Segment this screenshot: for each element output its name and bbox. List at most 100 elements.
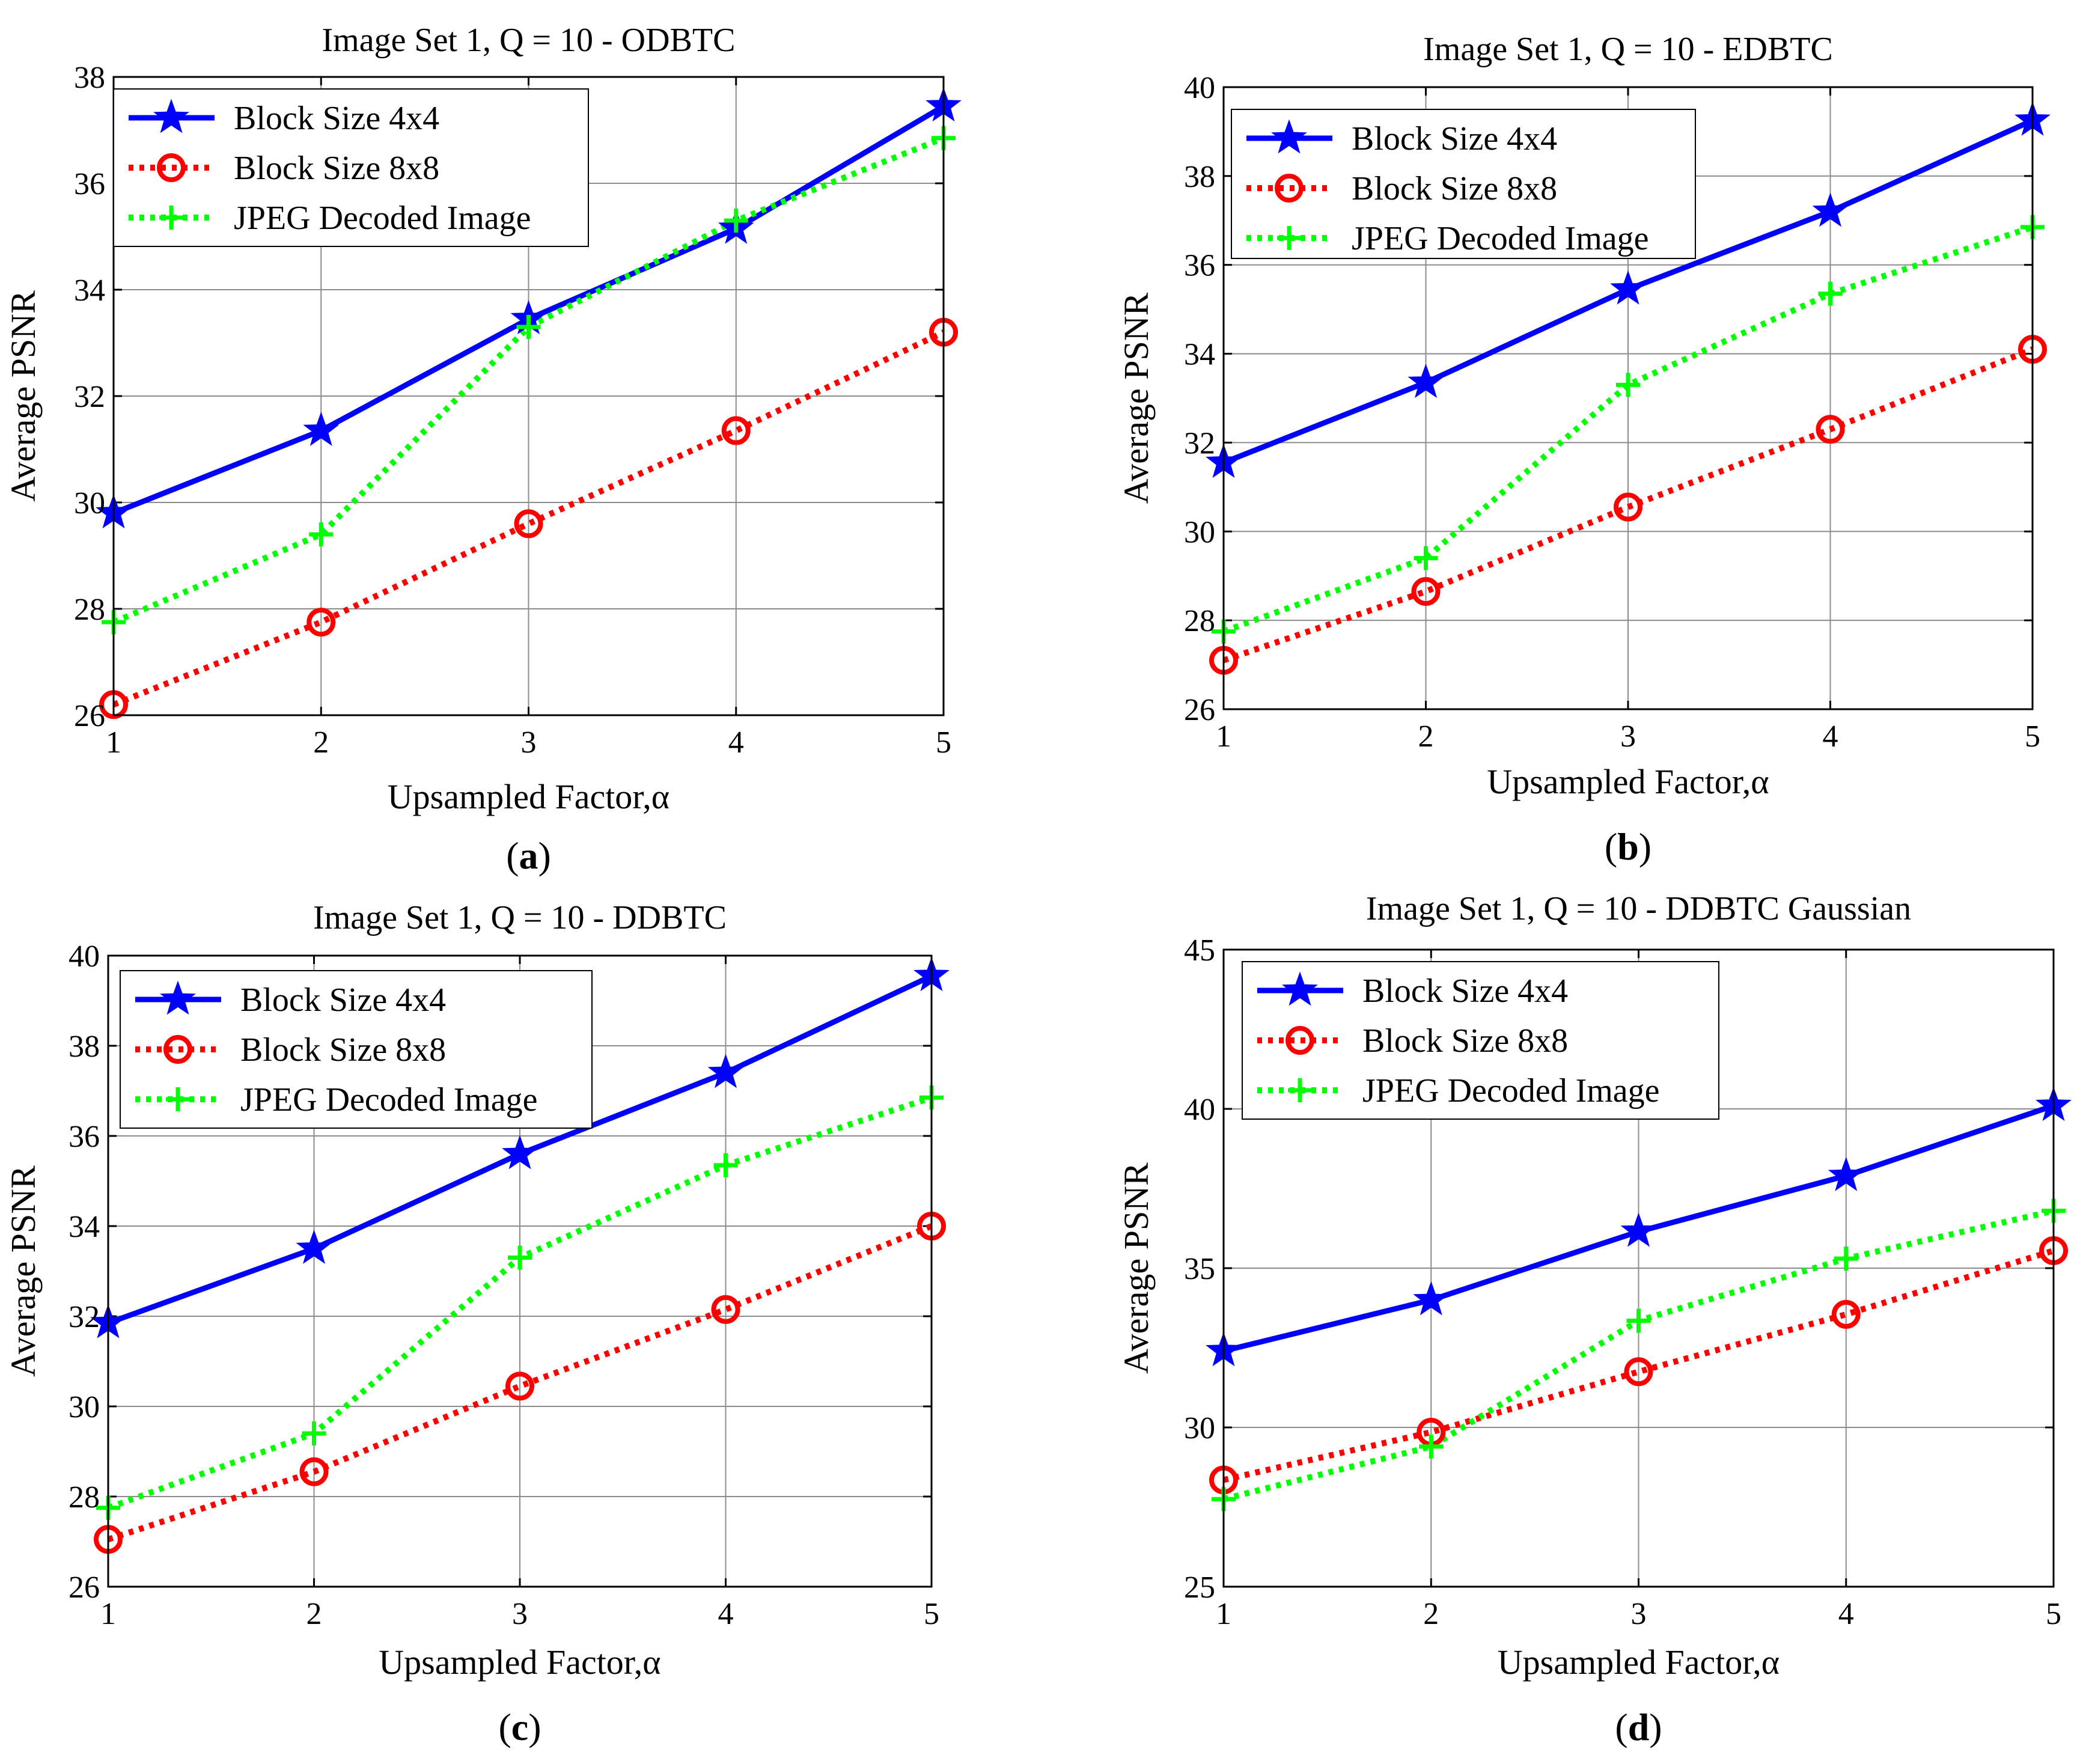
x-tick-label: 5 — [936, 725, 951, 760]
chart-title: Image Set 1, Q = 10 - DDBTC Gaussian — [1366, 890, 1911, 927]
caption-letter: c — [511, 1706, 528, 1748]
data-point — [1624, 1357, 1653, 1387]
data-point — [1812, 192, 1849, 227]
chart-title: Image Set 1, Q = 10 - DDBTC — [313, 899, 727, 936]
legend-label: JPEG Decoded Image — [1352, 220, 1649, 257]
axes-frame — [1222, 948, 2055, 1588]
y-tick-label: 36 — [69, 1120, 100, 1154]
chart-title: Image Set 1, Q = 10 - ODBTC — [322, 22, 736, 59]
y-tick-label: 30 — [74, 486, 105, 520]
data-point — [1818, 281, 1843, 306]
legend-swatch-marker — [153, 99, 189, 133]
legend-swatch-marker — [166, 1087, 190, 1111]
data-point — [1626, 1308, 1651, 1333]
data-point — [1411, 577, 1441, 606]
x-tick-label: 3 — [1620, 719, 1636, 754]
data-point — [1828, 1156, 1864, 1191]
data-point — [713, 1153, 738, 1177]
panel-caption: (a) — [506, 834, 551, 877]
data-point — [1816, 415, 1845, 444]
legend-item: JPEG Decoded Image — [1257, 1072, 1660, 1109]
legend-item: Block Size 4x4 — [135, 980, 446, 1019]
panel-caption: (d) — [1615, 1706, 1662, 1748]
y-axis-label: Average PSNR — [4, 1165, 43, 1377]
legend-item: JPEG Decoded Image — [135, 1081, 538, 1119]
x-tick-label: 4 — [1823, 719, 1838, 754]
legend-label: JPEG Decoded Image — [240, 1081, 538, 1119]
y-tick-label: 28 — [69, 1480, 100, 1515]
caption-paren-close: ) — [528, 1706, 541, 1748]
x-tick-label: 4 — [728, 725, 744, 760]
caption-paren-open: ( — [1615, 1706, 1627, 1748]
x-tick-label: 2 — [1418, 719, 1434, 754]
caption-letter: b — [1617, 825, 1639, 868]
x-axis-label: Upsampled Factor,α — [1487, 762, 1769, 801]
y-tick-label: 34 — [74, 273, 105, 308]
data-point — [1408, 364, 1444, 398]
x-tick-label: 1 — [1216, 719, 1231, 754]
legend-item: Block Size 4x4 — [129, 99, 439, 137]
caption-paren-close: ) — [1649, 1706, 1662, 1748]
legend-item: Block Size 8x8 — [1246, 170, 1557, 207]
data-point — [721, 416, 751, 445]
data-point — [516, 314, 541, 339]
y-tick-label: 28 — [74, 593, 105, 627]
caption-paren-open: ( — [498, 1706, 511, 1748]
axes-frame — [107, 954, 933, 1588]
legend-item: Block Size 8x8 — [135, 1031, 446, 1069]
caption-paren-close: ) — [538, 834, 551, 877]
data-point — [508, 1245, 532, 1270]
legend-swatch-marker — [1271, 119, 1307, 154]
y-tick-label: 36 — [74, 167, 105, 201]
y-tick-label: 32 — [69, 1300, 100, 1334]
data-point — [1616, 373, 1640, 397]
y-tick-label: 38 — [69, 1030, 100, 1064]
x-tick-label: 2 — [313, 725, 329, 760]
legend-label: Block Size 4x4 — [1352, 120, 1557, 157]
legend-label: Block Size 8x8 — [240, 1031, 446, 1069]
legend-item: Block Size 4x4 — [1246, 119, 1557, 157]
panel-caption: (c) — [498, 1706, 541, 1748]
data-point — [514, 509, 543, 539]
data-point — [1419, 1434, 1444, 1459]
y-tick-label: 40 — [69, 939, 100, 974]
y-axis-label: Average PSNR — [1117, 1162, 1156, 1374]
caption-paren-open: ( — [506, 834, 519, 877]
series-line-1 — [107, 1223, 933, 1543]
data-point — [1610, 270, 1646, 305]
legend-swatch-marker — [1275, 174, 1304, 203]
caption-letter: d — [1628, 1706, 1650, 1748]
data-point — [1620, 1212, 1657, 1247]
data-point — [296, 1230, 332, 1264]
legend: Block Size 4x4 Block Size 8x8 JPEG Decoded… — [113, 88, 589, 247]
y-tick-label: 32 — [1184, 426, 1215, 460]
legend-label: Block Size 8x8 — [1352, 170, 1557, 207]
legend-label: Block Size 4x4 — [234, 100, 439, 137]
legend: Block Size 4x4 Block Size 8x8 JPEG Decoded… — [120, 970, 593, 1129]
legend-item: Block Size 8x8 — [129, 150, 439, 187]
x-tick-label: 1 — [106, 725, 121, 760]
legend-swatch-marker — [1277, 226, 1301, 250]
x-tick-label: 5 — [2046, 1597, 2061, 1631]
x-tick-label: 4 — [718, 1597, 734, 1631]
legend-item: Block Size 4x4 — [1257, 971, 1568, 1010]
legend: Block Size 4x4 Block Size 8x8 JPEG Decoded… — [1231, 109, 1696, 259]
series-line-2 — [1222, 224, 2034, 635]
data-point — [307, 608, 336, 637]
series-line-1 — [1222, 1248, 2055, 1483]
legend: Block Size 4x4 Block Size 8x8 JPEG Decoded… — [1242, 961, 1719, 1120]
y-tick-label: 28 — [1184, 604, 1215, 638]
legend-label: JPEG Decoded Image — [1362, 1072, 1660, 1109]
y-tick-label: 30 — [69, 1390, 100, 1424]
data-point — [1834, 1247, 1858, 1271]
y-tick-label: 34 — [69, 1210, 100, 1244]
legend-label: JPEG Decoded Image — [234, 200, 531, 237]
legend-label: Block Size 8x8 — [234, 150, 439, 187]
caption-paren-close: ) — [1639, 825, 1651, 868]
x-axis-label: Upsampled Factor,α — [1498, 1643, 1780, 1682]
y-tick-label: 30 — [1184, 515, 1215, 549]
data-point — [724, 208, 748, 233]
